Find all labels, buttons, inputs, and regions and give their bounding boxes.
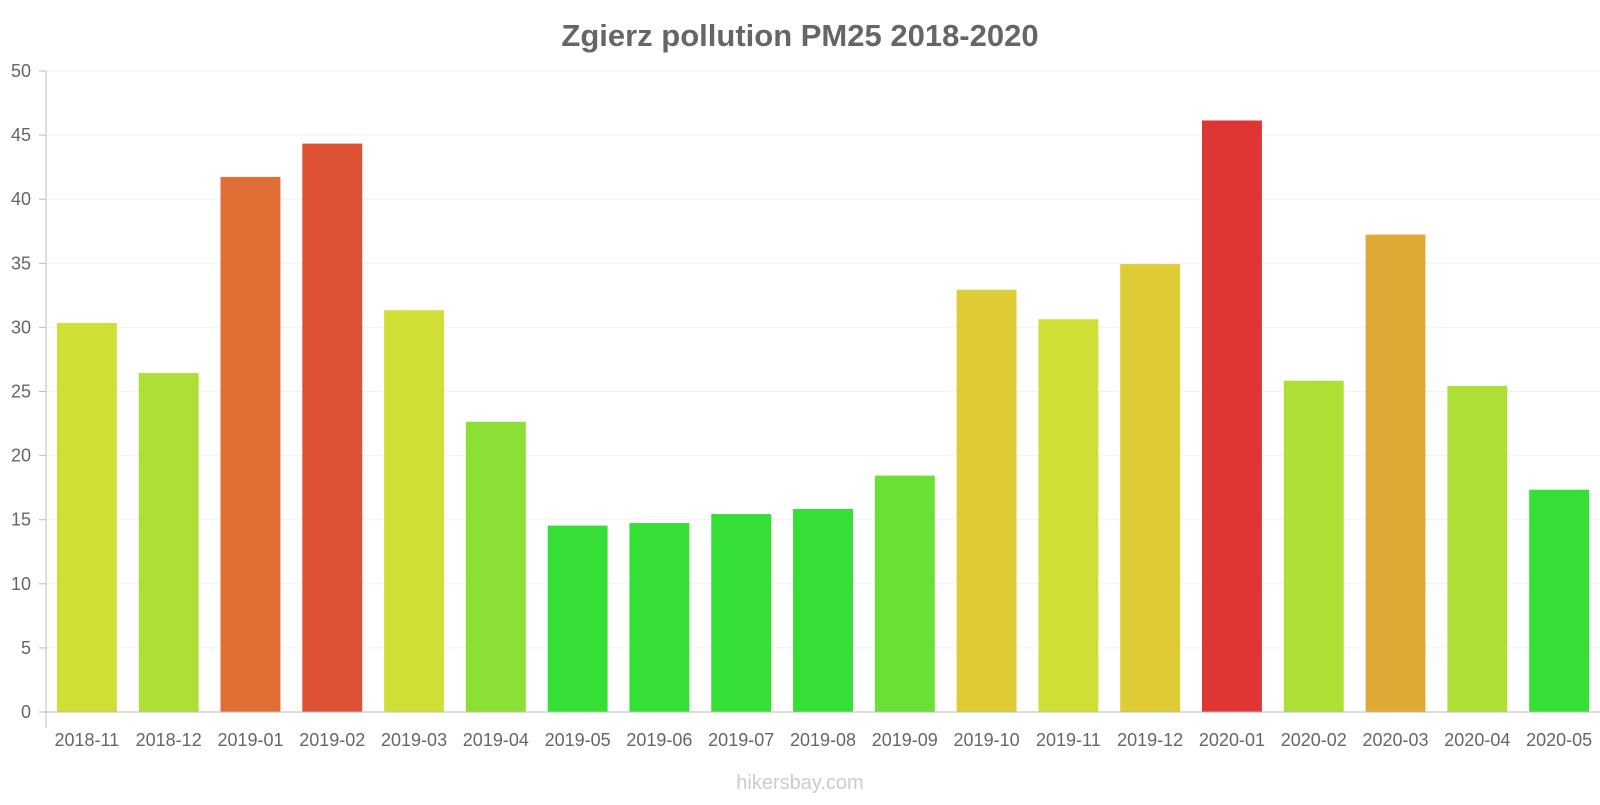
bar[interactable] [302,143,363,713]
x-tick-label: 2019-09 [872,730,938,750]
bar[interactable] [711,514,772,713]
x-tick-label: 2018-11 [55,730,120,750]
x-tick-label: 2020-04 [1444,730,1510,750]
bar[interactable] [138,373,199,713]
y-tick-label: 30 [11,317,31,337]
bar[interactable] [1202,120,1262,713]
x-tick-label: 2019-03 [381,730,447,750]
y-tick-label: 25 [11,382,31,402]
x-tick-label: 2020-01 [1199,730,1265,750]
bar[interactable] [874,475,935,713]
x-tick-label: 2019-04 [463,730,529,750]
bar[interactable] [1038,319,1099,713]
bar[interactable] [547,525,608,713]
bar[interactable] [220,176,281,713]
x-tick-label: 2019-06 [626,730,692,750]
bar[interactable] [1120,264,1181,713]
x-tick-label: 2019-10 [954,730,1020,750]
x-axis-tick-labels: 2018-11 2018-12 2019-01 2019-02 2019-03 2019-… [55,730,1593,750]
y-tick-label: 0 [21,702,31,722]
y-tick-label: 40 [11,189,31,209]
y-axis-tick-labels: 0 5 10 15 20 25 30 35 40 45 50 [11,61,31,722]
x-tick-label: 2019-01 [217,730,283,750]
bar[interactable] [1529,489,1590,713]
y-tick-label: 10 [11,574,31,594]
x-tick-label: 2019-11 [1036,730,1101,750]
y-tick-label: 45 [11,125,31,145]
bar[interactable] [1447,385,1508,713]
bar[interactable] [956,289,1017,713]
y-tick-label: 15 [11,510,31,530]
bar[interactable] [629,523,690,713]
y-tick-label: 50 [11,61,31,81]
x-tick-label: 2020-05 [1526,730,1592,750]
x-tick-label: 2020-03 [1362,730,1428,750]
x-tick-label: 2019-05 [545,730,611,750]
x-tick-label: 2020-02 [1281,730,1347,750]
bars-layer [56,120,1590,713]
bar[interactable] [1283,380,1344,713]
x-tick-label: 2019-02 [299,730,365,750]
x-tick-label: 2019-08 [790,730,856,750]
x-tick-label: 2018-12 [136,730,202,750]
bar[interactable] [384,310,444,713]
x-tick-label: 2019-07 [708,730,774,750]
y-tick-label: 5 [21,638,31,658]
y-tick-label: 20 [11,446,31,466]
axis-layer [45,71,1600,728]
watermark: hikersbay.com [736,772,863,794]
bar[interactable] [793,508,853,713]
y-tick-label: 35 [11,253,31,273]
bar[interactable] [56,323,117,713]
chart-title: Zgierz pollution PM25 2018-2020 [561,18,1038,53]
bar[interactable] [465,421,526,713]
x-tick-label: 2019-12 [1117,730,1183,750]
bar[interactable] [1365,234,1426,713]
